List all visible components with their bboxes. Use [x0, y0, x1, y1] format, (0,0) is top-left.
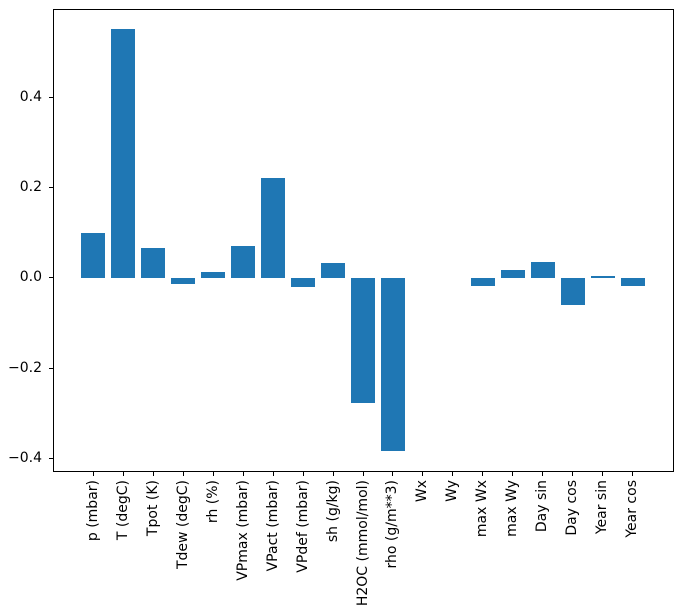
bar-vpact-mbar: [261, 178, 286, 278]
x-tick-label-h2oc-mmol-mol: H2OC (mmol/mol): [354, 480, 371, 607]
x-tick-tdew-degc: [182, 472, 184, 476]
x-tick-label-rh: rh (%): [204, 480, 221, 524]
x-tick-vpact-mbar: [272, 472, 274, 476]
y-tick-0-4: [49, 457, 53, 459]
x-tick-day-cos: [572, 472, 574, 476]
bar-year-cos: [620, 277, 645, 287]
y-tick-0-0: [49, 277, 53, 279]
x-tick-rh: [212, 472, 214, 476]
bar-p-mbar: [81, 232, 106, 278]
x-tick-p-mbar: [92, 472, 94, 476]
x-tick-year-sin: [602, 472, 604, 476]
y-tick-0-2: [49, 186, 53, 188]
y-tick-0-2: [49, 367, 53, 369]
y-tick-label-0-2: −0.2: [8, 359, 42, 376]
x-tick-label-wy: Wy: [444, 480, 461, 502]
x-tick-wx: [422, 472, 424, 476]
bar-vpmax-mbar: [231, 246, 256, 278]
x-tick-label-vpmax-mbar: VPmax (mbar): [234, 480, 251, 581]
x-tick-label-tpot-k: Tpot (K): [144, 480, 161, 537]
bar-h2oc-mmol-mol: [351, 277, 375, 403]
y-tick-label-0-0: 0.0: [19, 269, 42, 286]
bar-tpot-k: [141, 248, 166, 278]
x-tick-wy: [452, 472, 454, 476]
bar-rho-g-m-3: [380, 277, 405, 451]
x-tick-label-max-wy: max Wy: [504, 480, 521, 537]
bar-t-degc: [111, 28, 136, 278]
x-tick-label-vpact-mbar: VPact (mbar): [264, 480, 281, 572]
x-tick-label-vpdef-mbar: VPdef (mbar): [294, 480, 311, 573]
x-tick-vpdef-mbar: [302, 472, 304, 476]
x-tick-h2oc-mmol-mol: [362, 472, 364, 476]
x-tick-label-day-sin: Day sin: [534, 480, 551, 533]
y-tick-0-4: [49, 96, 53, 98]
x-tick-label-p-mbar: p (mbar): [84, 480, 101, 542]
x-tick-tpot-k: [152, 472, 154, 476]
bar-day-cos: [560, 277, 585, 306]
bar-max-wy: [500, 269, 525, 278]
bar-year-sin: [590, 275, 615, 278]
y-tick-label-0-4: −0.4: [8, 449, 42, 466]
bar-sh-g-kg: [321, 262, 345, 278]
y-tick-label-0-4: 0.4: [19, 88, 42, 105]
x-tick-label-tdew-degc: Tdew (degC): [174, 480, 191, 570]
x-tick-label-day-cos: Day cos: [564, 480, 581, 536]
bar-vpdef-mbar: [291, 277, 316, 287]
bar-day-sin: [530, 262, 555, 278]
x-tick-label-sh-g-kg: sh (g/kg): [324, 480, 341, 543]
y-tick-label-0-2: 0.2: [19, 178, 42, 195]
bar-max-wx: [470, 277, 495, 287]
x-tick-label-year-sin: Year sin: [594, 480, 611, 535]
x-tick-day-sin: [542, 472, 544, 476]
x-tick-label-max-wx: max Wx: [474, 480, 491, 538]
x-tick-label-rho-g-m-3: rho (g/m**3): [384, 480, 401, 569]
x-tick-label-year-cos: Year cos: [624, 480, 641, 538]
x-tick-max-wy: [512, 472, 514, 476]
x-tick-t-degc: [122, 472, 124, 476]
bar-rh: [201, 271, 226, 278]
x-tick-vpmax-mbar: [242, 472, 244, 476]
x-tick-rho-g-m-3: [392, 472, 394, 476]
x-tick-label-t-degc: T (degC): [114, 480, 131, 541]
x-tick-label-wx: Wx: [414, 480, 431, 503]
x-tick-sh-g-kg: [332, 472, 334, 476]
x-tick-year-cos: [632, 472, 634, 476]
x-tick-max-wx: [482, 472, 484, 476]
bar-tdew-degc: [171, 277, 196, 285]
